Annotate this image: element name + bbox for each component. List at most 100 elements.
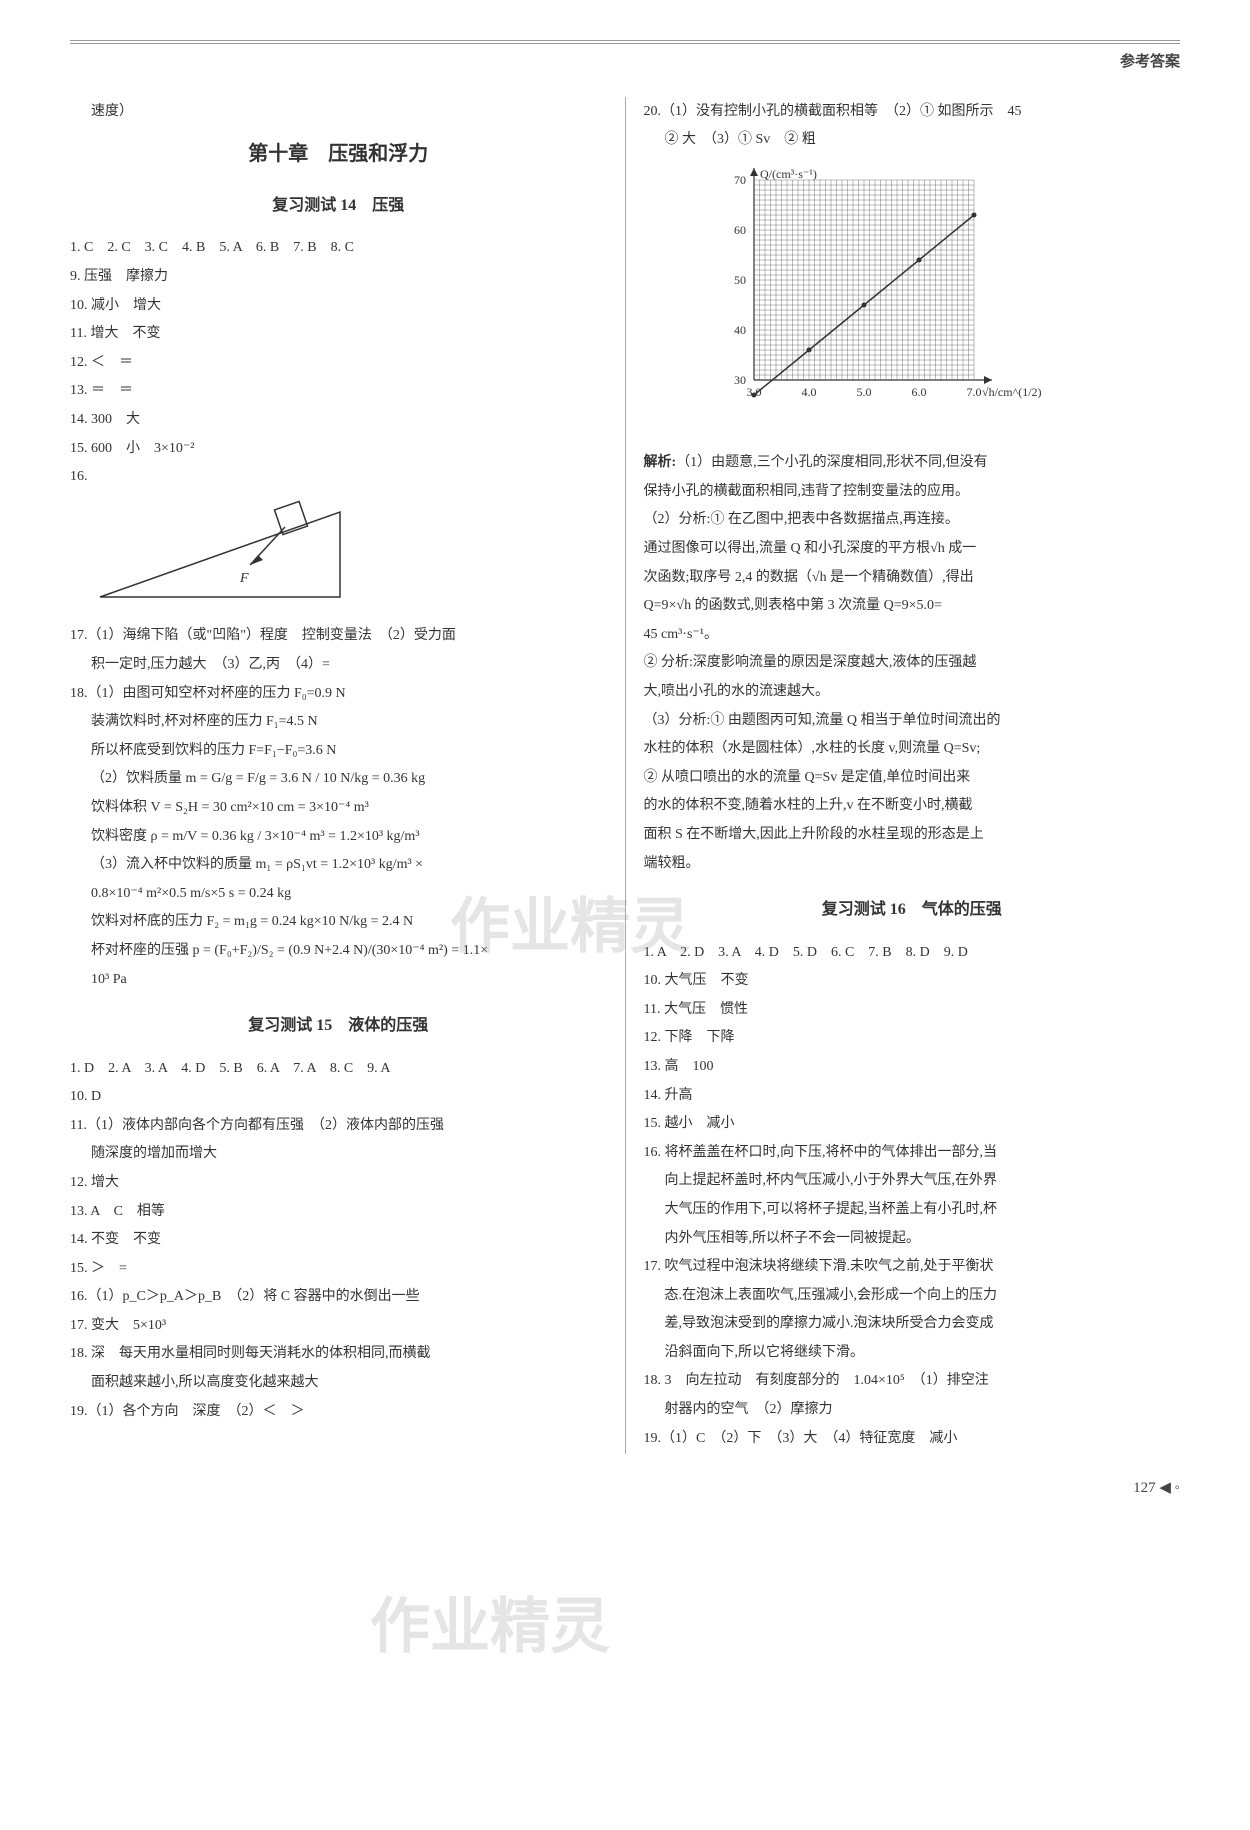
flow-chart: 3.04.05.06.07.03040506070√h/cm^(1/2)Q/(c…: [704, 160, 1181, 441]
r-ana4c: ② 从喷口喷出的水的流量 Q=Sv 是定值,单位时间出来: [644, 765, 1181, 792]
r-ana2c: 次函数;取序号 2,4 的数据（√h 是一个精确数值）,得出: [644, 565, 1181, 592]
s14-q14: 14. 300 大: [70, 407, 607, 434]
s16-q14: 14. 升高: [644, 1083, 1181, 1110]
s14-q15: 15. 600 小 3×10⁻²: [70, 436, 607, 463]
section16-title: 复习测试 16 气体的压强: [644, 895, 1181, 925]
s16-q17d: 沿斜面向下,所以它将继续下滑。: [644, 1340, 1181, 1367]
svg-text:5.0: 5.0: [856, 385, 871, 399]
r-q20b: ② 大 （3）① Sv ② 粗: [644, 127, 1181, 154]
header-rule: [70, 40, 1180, 44]
s16-q16: 16. 将杯盖盖在杯口时,向下压,将杯中的气体排出一部分,当: [644, 1140, 1181, 1167]
s14-q18f: 饮料密度 ρ = m/V = 0.36 kg / 3×10⁻⁴ m³ = 1.2…: [70, 824, 607, 851]
page-number: 127 ◀ ◦: [70, 1474, 1180, 1503]
r-ana2e: 45 cm³·s⁻¹。: [644, 622, 1181, 649]
s15-q19: 19.（1）各个方向 深度 （2）＜ ＞: [70, 1399, 607, 1426]
columns: 速度） 第十章 压强和浮力 复习测试 14 压强 1. C 2. C 3. C …: [70, 97, 1180, 1455]
r-ana4f: 端较粗。: [644, 851, 1181, 878]
right-column: 20.（1）没有控制小孔的横截面积相等 （2）① 如图所示 45 ② 大 （3）…: [626, 97, 1181, 1455]
s15-q14: 14. 不变 不变: [70, 1227, 607, 1254]
s15-q18b: 面积越来越小,所以高度变化越来越大: [70, 1370, 607, 1397]
s14-q18g: （3）流入杯中饮料的质量 m₁ = ρS₁vt = 1.2×10³ kg/m³ …: [70, 852, 607, 879]
s16-q18b: 射器内的空气 （2）摩擦力: [644, 1397, 1181, 1424]
s16-q17: 17. 吹气过程中泡沫块将继续下滑.未吹气之前,处于平衡状: [644, 1254, 1181, 1281]
s16-q16d: 内外气压相等,所以杯子不会一同被提起。: [644, 1226, 1181, 1253]
s14-q18d: （2）饮料质量 m = G/g = F/g = 3.6 N / 10 N/kg …: [70, 766, 607, 793]
s14-q17: 17.（1）海绵下陷（或"凹陷"）程度 控制变量法 （2）受力面: [70, 623, 607, 650]
r-ana4d: 的水的体积不变,随着水柱的上升,v 在不断变小时,横截: [644, 793, 1181, 820]
flow-chart-svg: 3.04.05.06.07.03040506070√h/cm^(1/2)Q/(c…: [704, 160, 1054, 430]
svg-text:30: 30: [734, 373, 746, 387]
r-ana1: （1）由题意,三个小孔的深度相同,形状不同,但没有: [676, 455, 988, 470]
s16-row1: 1. A 2. D 3. A 4. D 5. D 6. C 7. B 8. D …: [644, 940, 1181, 967]
s14-q18j: 杯对杯座的压强 p = (F₀+F₂)/S₂ = (0.9 N+2.4 N)/(…: [70, 938, 607, 965]
svg-text:4.0: 4.0: [801, 385, 816, 399]
r-ana1b: 保持小孔的横截面积相同,违背了控制变量法的应用。: [644, 479, 1181, 506]
r-ana4e: 面积 S 在不断增大,因此上升阶段的水柱呈现的形态是上: [644, 822, 1181, 849]
s14-q16-label: 16.: [70, 464, 607, 491]
s14-q18a: 18.（1）由图可知空杯对杯座的压力 F₀=0.9 N: [70, 681, 607, 708]
s14-q9: 9. 压强 摩擦力: [70, 264, 607, 291]
s16-q16c: 大气压的作用下,可以将杯子提起,当杯盖上有小孔时,杯: [644, 1197, 1181, 1224]
s14-q18h: 0.8×10⁻⁴ m²×0.5 m/s×5 s = 0.24 kg: [70, 881, 607, 908]
s14-q12: 12. ＜ ＝: [70, 350, 607, 377]
r-ana3: ② 分析:深度影响流量的原因是深度越大,液体的压强越: [644, 650, 1181, 677]
s16-q15: 15. 越小 减小: [644, 1111, 1181, 1138]
s14-q11: 11. 增大 不变: [70, 321, 607, 348]
r-ana4b: 水柱的体积（水是圆柱体）,水柱的长度 v,则流量 Q=Sv;: [644, 736, 1181, 763]
s15-q11: 11.（1）液体内部向各个方向都有压强 （2）液体内部的压强: [70, 1113, 607, 1140]
section15-title: 复习测试 15 液体的压强: [70, 1011, 607, 1041]
s14-q18c: 所以杯底受到饮料的压力 F=F₁−F₀=3.6 N: [70, 738, 607, 765]
r-q20a: 20.（1）没有控制小孔的横截面积相等 （2）① 如图所示 45: [644, 99, 1181, 126]
s16-q10: 10. 大气压 不变: [644, 968, 1181, 995]
fragment-top: 速度）: [70, 99, 607, 126]
incline-diagram: F: [90, 497, 607, 618]
svg-text:50: 50: [734, 273, 746, 287]
r-analysis: 解析:（1）由题意,三个小孔的深度相同,形状不同,但没有: [644, 450, 1181, 477]
s14-q17b: 积一定时,压力越大 （3）乙,丙 （4）=: [70, 652, 607, 679]
s14-q13: 13. ＝ ＝: [70, 378, 607, 405]
watermark-2: 作业精灵: [370, 1570, 610, 1684]
s14-q18e: 饮料体积 V = S₂H = 30 cm²×10 cm = 3×10⁻⁴ m³: [70, 795, 607, 822]
s16-q17c: 差,导致泡沫受到的摩擦力减小.泡沫块所受合力会变成: [644, 1311, 1181, 1338]
page-container: 作业精灵 作业精灵 参考答案 速度） 第十章 压强和浮力 复习测试 14 压强 …: [70, 40, 1180, 1503]
r-ana2d: Q=9×√h 的函数式,则表格中第 3 次流量 Q=9×5.0=: [644, 593, 1181, 620]
svg-text:6.0: 6.0: [911, 385, 926, 399]
s14-q18k: 10³ Pa: [70, 967, 607, 994]
s14-q18i: 饮料对杯底的压力 F₂ = m₁g = 0.24 kg×10 N/kg = 2.…: [70, 909, 607, 936]
r-ana2: （2）分析:① 在乙图中,把表中各数据描点,再连接。: [644, 507, 1181, 534]
section14-title: 复习测试 14 压强: [70, 191, 607, 221]
s16-q13: 13. 高 100: [644, 1054, 1181, 1081]
svg-text:Q/(cm³·s⁻¹): Q/(cm³·s⁻¹): [760, 167, 817, 181]
svg-text:F: F: [239, 571, 249, 586]
s14-q10: 10. 减小 增大: [70, 293, 607, 320]
s15-q15: 15. ＞ =: [70, 1256, 607, 1283]
s14-q18b: 装满饮料时,杯对杯座的压力 F₁=4.5 N: [70, 709, 607, 736]
s15-q11b: 随深度的增加而增大: [70, 1141, 607, 1168]
s15-q17: 17. 变大 5×10³: [70, 1313, 607, 1340]
s15-q16: 16.（1）p_C＞p_A＞p_B （2）将 C 容器中的水倒出一些: [70, 1284, 607, 1311]
s15-q13: 13. A C 相等: [70, 1199, 607, 1226]
analysis-label: 解析:: [644, 455, 677, 470]
r-ana3b: 大,喷出小孔的水的流速越大。: [644, 679, 1181, 706]
svg-text:7.0: 7.0: [966, 385, 981, 399]
s16-q16b: 向上提起杯盖时,杯内气压减小,小于外界大气压,在外界: [644, 1168, 1181, 1195]
s16-q12: 12. 下降 下降: [644, 1025, 1181, 1052]
s15-q10: 10. D: [70, 1084, 607, 1111]
s16-q18: 18. 3 向左拉动 有刻度部分的 1.04×10⁵ （1）排空注: [644, 1368, 1181, 1395]
r-ana4: （3）分析:① 由题图丙可知,流量 Q 相当于单位时间流出的: [644, 708, 1181, 735]
s15-row1: 1. D 2. A 3. A 4. D 5. B 6. A 7. A 8. C …: [70, 1056, 607, 1083]
s16-q17b: 态.在泡沫上表面吹气,压强减小,会形成一个向上的压力: [644, 1283, 1181, 1310]
svg-text:√h/cm^(1/2): √h/cm^(1/2): [982, 385, 1042, 399]
svg-text:60: 60: [734, 223, 746, 237]
svg-text:70: 70: [734, 173, 746, 187]
s15-q12: 12. 增大: [70, 1170, 607, 1197]
left-column: 速度） 第十章 压强和浮力 复习测试 14 压强 1. C 2. C 3. C …: [70, 97, 626, 1455]
chapter-title: 第十章 压强和浮力: [70, 135, 607, 173]
header-label: 参考答案: [70, 48, 1180, 77]
s16-q11: 11. 大气压 惯性: [644, 997, 1181, 1024]
svg-text:40: 40: [734, 323, 746, 337]
s14-row1: 1. C 2. C 3. C 4. B 5. A 6. B 7. B 8. C: [70, 235, 607, 262]
s16-q19: 19.（1）C （2）下 （3）大 （4）特征宽度 减小: [644, 1426, 1181, 1453]
s15-q18: 18. 深 每天用水量相同时则每天消耗水的体积相同,而横截: [70, 1341, 607, 1368]
incline-svg: F: [90, 497, 350, 607]
